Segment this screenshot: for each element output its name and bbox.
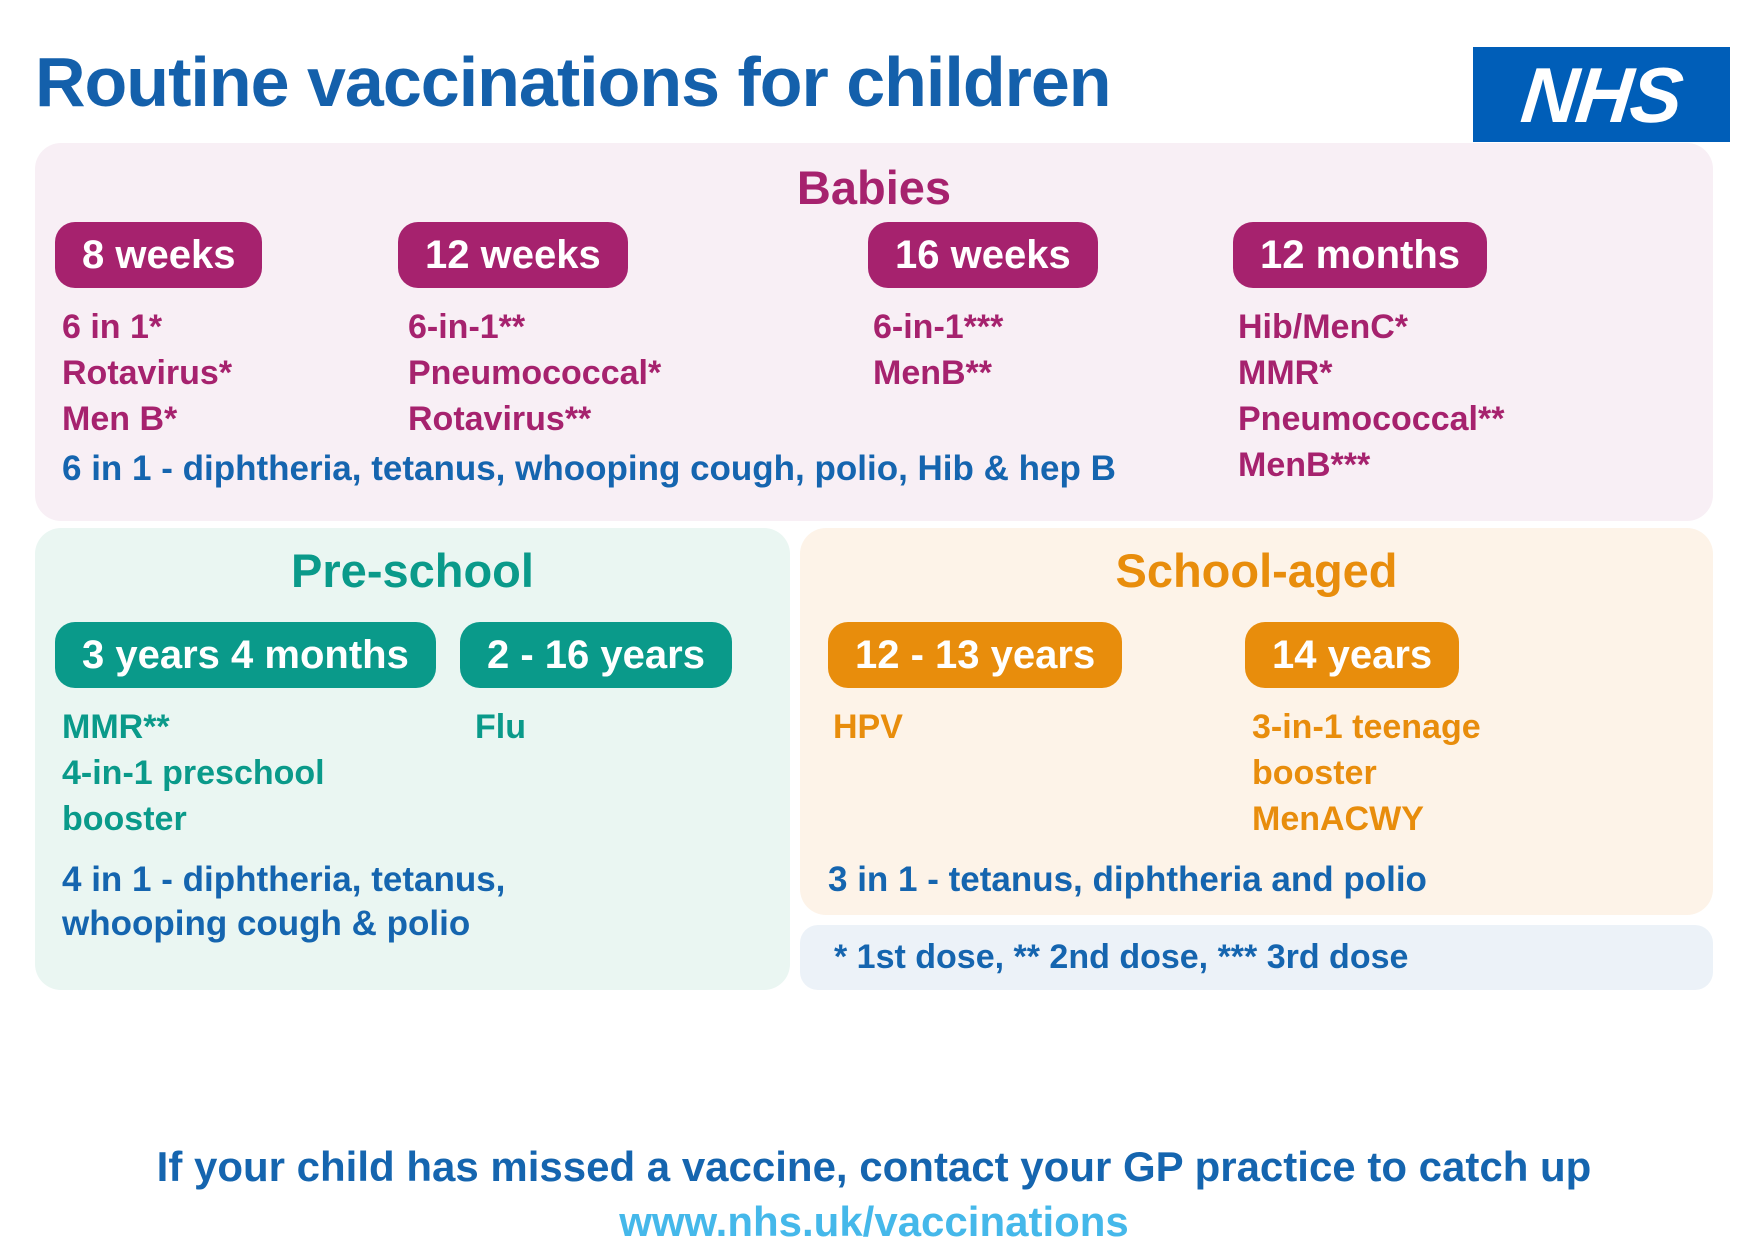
age-pill-12-13-years: 12 - 13 years <box>828 622 1123 688</box>
preschool-note-4-in-1: 4 in 1 - diphtheria, tetanus, whooping c… <box>62 860 506 943</box>
age-pill-16-weeks: 16 weeks <box>868 222 1098 288</box>
vaccine-item: 6 in 1* <box>62 308 163 346</box>
vaccine-item: Men B* <box>62 400 178 438</box>
preschool-section-panel <box>35 528 790 990</box>
babies-column-16-weeks: 16 weeks 6-in-1*** MenB** <box>868 222 1098 396</box>
vaccine-item: Rotavirus* <box>62 354 233 392</box>
vaccine-item: 3-in-1 teenage booster <box>1252 708 1481 792</box>
babies-column-12-months: 12 months Hib/MenC* MMR* Pneumococcal** … <box>1233 222 1504 488</box>
babies-section-title: Babies <box>796 161 952 214</box>
school-column-12-13y: 12 - 13 years HPV <box>828 622 1123 750</box>
age-pill-14-years: 14 years <box>1245 622 1460 688</box>
babies-note-6-in-1: 6 in 1 - diphtheria, tetanus, whooping c… <box>62 449 1116 488</box>
vaccine-item: MenACWY <box>1252 800 1424 838</box>
vaccine-item: MenB*** <box>1238 446 1371 484</box>
preschool-section-title: Pre-school <box>291 544 534 597</box>
vaccine-item: Hib/MenC* <box>1238 308 1408 346</box>
dose-key-box: * 1st dose, ** 2nd dose, *** 3rd dose <box>800 925 1713 990</box>
age-pill-2-16-years: 2 - 16 years <box>460 622 732 688</box>
dose-key-text: * 1st dose, ** 2nd dose, *** 3rd dose <box>834 938 1409 976</box>
school-aged-section-title: School-aged <box>1115 544 1398 597</box>
school-note-3-in-1: 3 in 1 - tetanus, diphtheria and polio <box>828 860 1427 899</box>
vaccine-item: MenB** <box>873 354 993 392</box>
school-aged-section-panel <box>800 528 1713 915</box>
nhs-logo: NHS <box>1473 47 1730 142</box>
page-title: Routine vaccinations for children <box>35 43 1112 121</box>
age-pill-12-weeks: 12 weeks <box>398 222 628 288</box>
vaccine-item: Pneumococcal** <box>1238 400 1505 438</box>
vaccine-item: 6-in-1** <box>408 308 526 346</box>
vaccine-item: Pneumococcal* <box>408 354 662 392</box>
vaccine-item: HPV <box>833 708 903 746</box>
vaccine-item: MMR* <box>1238 354 1333 392</box>
vaccine-item: Rotavirus** <box>408 400 592 438</box>
babies-column-8-weeks: 8 weeks 6 in 1* Rotavirus* Men B* <box>55 222 263 442</box>
vaccine-item: Flu <box>475 708 526 746</box>
babies-column-12-weeks: 12 weeks 6-in-1** Pneumococcal* Rotaviru… <box>398 222 661 442</box>
vaccine-item: MMR** <box>62 708 170 746</box>
vaccine-item: 6-in-1*** <box>873 308 1004 346</box>
age-pill-8-weeks: 8 weeks <box>55 222 263 288</box>
preschool-column-2-16y: 2 - 16 years Flu <box>460 622 732 750</box>
nhs-logo-text: NHS <box>1517 50 1686 139</box>
babies-section-panel <box>35 143 1713 521</box>
age-pill-12-months: 12 months <box>1233 222 1488 288</box>
school-column-14y: 14 years 3-in-1 teenage booster MenACWY <box>1245 622 1532 842</box>
preschool-column-3y4m: 3 years 4 months MMR** 4-in-1 preschool … <box>55 622 436 842</box>
footer-catchup-message: If your child has missed a vaccine, cont… <box>156 1143 1592 1190</box>
footer-url: www.nhs.uk/vaccinations <box>619 1198 1129 1240</box>
age-pill-3-years-4-months: 3 years 4 months <box>55 622 436 688</box>
vaccine-item: 4-in-1 preschool booster <box>62 754 325 838</box>
